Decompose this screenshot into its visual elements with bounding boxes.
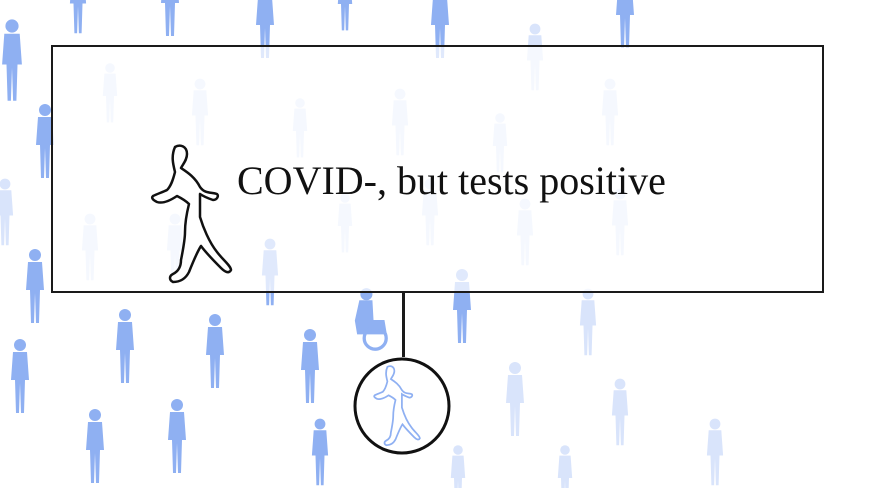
crowd-person-icon	[611, 378, 629, 446]
crowd-person-icon	[0, 178, 14, 246]
crowd-person-icon	[337, 0, 353, 31]
crowd-person-icon	[206, 314, 224, 388]
walking-person-outline-icon	[150, 144, 233, 284]
crowd-person-icon	[86, 409, 104, 483]
callout-label: COVID-, but tests positive	[237, 158, 666, 203]
crowd-person-icon	[26, 249, 44, 323]
highlighted-person-circle	[353, 357, 451, 455]
wheelchair-user-icon	[353, 287, 388, 351]
crowd-person-icon	[557, 445, 573, 488]
crowd-person-icon	[450, 445, 466, 488]
crowd-person-icon	[579, 288, 597, 356]
crowd-person-icon	[311, 418, 329, 486]
crowd-person-icon	[2, 19, 22, 101]
crowd-person-icon	[506, 362, 524, 436]
crowd-person-icon	[168, 399, 186, 473]
crowd-person-icon	[69, 0, 87, 34]
callout-box: COVID-, but tests positive	[51, 45, 824, 293]
crowd-person-icon	[706, 418, 724, 486]
connector-line	[402, 293, 405, 357]
crowd-person-icon	[116, 309, 134, 383]
crowd-person-icon	[161, 0, 179, 36]
crowd-person-icon	[301, 329, 319, 403]
crowd-person-icon	[616, 0, 634, 48]
crowd-person-icon	[11, 339, 29, 413]
